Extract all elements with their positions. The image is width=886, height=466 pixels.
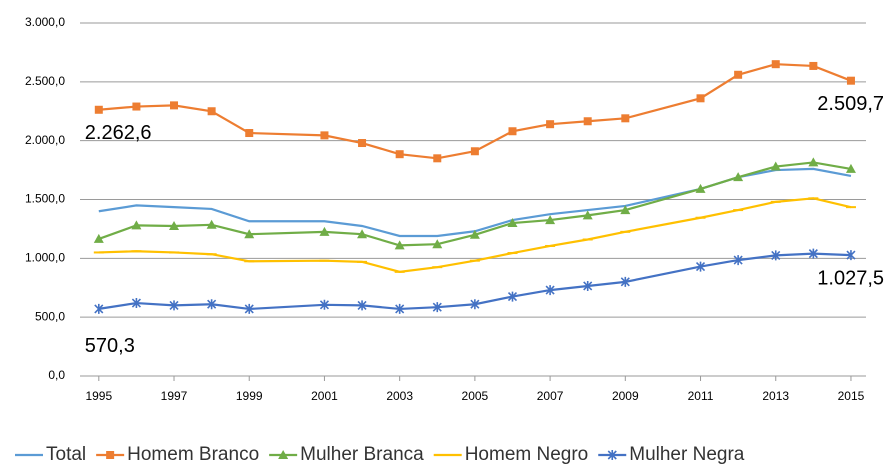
data-point: [771, 60, 780, 69]
data-point: [733, 255, 743, 266]
x-tick-label: 2005: [462, 389, 489, 403]
data-label: 2.509,7: [817, 93, 884, 115]
data-point: [583, 117, 592, 126]
y-tick-label: 1.500,0: [25, 192, 65, 206]
data-point: [696, 94, 705, 103]
x-tick-label: 2015: [838, 389, 865, 403]
x-tick-label: 1995: [85, 389, 112, 403]
data-point: [169, 220, 180, 230]
data-point: [846, 250, 856, 261]
data-point: [207, 107, 216, 116]
y-tick-label: 2.500,0: [25, 74, 65, 88]
data-point: [770, 161, 781, 171]
x-tick-label: 2007: [537, 389, 564, 403]
y-tick-label: 500,0: [35, 309, 65, 323]
legend-label: Mulher Negra: [629, 444, 745, 465]
data-point: [695, 183, 706, 193]
data-point: [470, 299, 480, 310]
data-point: [433, 154, 442, 163]
data-point: [170, 101, 179, 110]
data-point: [808, 157, 819, 167]
data-point: [357, 229, 368, 239]
x-tick-label: 2001: [311, 389, 338, 403]
x-tick-label: 2011: [688, 389, 714, 403]
data-point: [469, 229, 480, 239]
data-point: [94, 303, 104, 314]
y-tick-label: 1.000,0: [25, 251, 65, 265]
data-point: [508, 127, 517, 136]
data-point: [395, 303, 405, 314]
data-point: [771, 250, 781, 261]
data-label: 570,3: [85, 335, 135, 357]
data-point: [546, 120, 555, 129]
legend-label: Total: [46, 444, 86, 465]
data-point: [846, 76, 855, 85]
data-point: [131, 220, 142, 230]
y-tick-label: 2.000,0: [25, 133, 65, 147]
x-tick-label: 1997: [161, 389, 188, 403]
data-point: [809, 61, 818, 70]
x-tick-label: 2009: [612, 389, 639, 403]
data-point: [358, 139, 367, 148]
data-point: [169, 300, 179, 311]
data-point: [394, 240, 405, 250]
data-label: 1.027,5: [817, 267, 884, 289]
data-point: [507, 291, 518, 302]
data-point: [244, 229, 255, 239]
data-point: [207, 299, 217, 310]
legend-marker: [106, 451, 115, 459]
data-point: [131, 298, 141, 309]
data-point: [93, 233, 104, 243]
data-point: [245, 129, 254, 138]
data-point: [507, 218, 518, 228]
data-point: [432, 302, 442, 313]
data-point: [583, 280, 593, 291]
data-point: [621, 114, 630, 123]
data-point: [94, 105, 103, 114]
y-tick-label: 3.000,0: [25, 15, 65, 29]
legend-marker: [607, 450, 617, 460]
data-point: [845, 163, 856, 173]
data-point: [620, 276, 630, 287]
data-point: [620, 205, 631, 215]
data-point: [206, 219, 217, 229]
data-point: [733, 172, 744, 182]
data-point: [808, 248, 818, 259]
data-point: [132, 102, 141, 111]
x-tick-label: 1999: [236, 389, 263, 403]
data-point: [432, 239, 443, 249]
data-label: 2.262,6: [85, 122, 152, 144]
x-tick-label: 2003: [386, 389, 413, 403]
legend-label: Homem Negro: [465, 444, 589, 465]
data-point: [357, 300, 367, 311]
data-point: [582, 210, 593, 220]
x-tick-label: 2013: [762, 389, 789, 403]
data-point: [244, 303, 254, 314]
y-tick-label: 0,0: [48, 368, 65, 382]
legend-marker: [278, 450, 289, 459]
data-point: [734, 70, 743, 79]
data-point: [395, 150, 404, 159]
legend-label: Homem Branco: [127, 444, 259, 465]
data-point: [545, 285, 555, 296]
data-point: [319, 226, 330, 236]
data-point: [470, 147, 479, 156]
data-point: [545, 215, 556, 225]
data-point: [695, 261, 706, 272]
data-point: [319, 299, 330, 310]
legend-label: Mulher Branca: [300, 444, 424, 465]
data-point: [320, 131, 329, 140]
